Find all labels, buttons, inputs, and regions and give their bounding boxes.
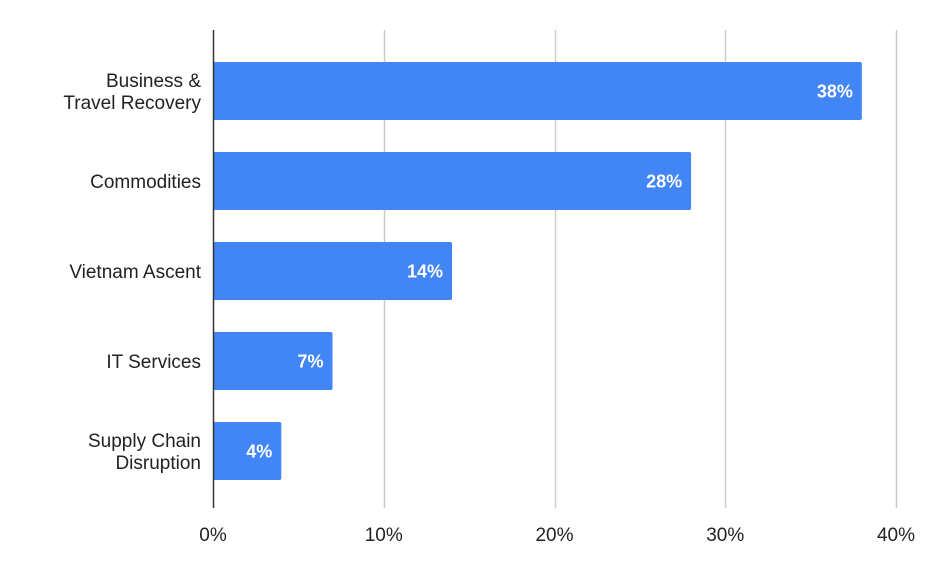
x-tick-label: 20% xyxy=(535,525,573,546)
data-label: 4% xyxy=(246,442,272,462)
bar xyxy=(213,332,333,390)
category-label-line: Vietnam Ascent xyxy=(69,262,201,283)
data-label: 28% xyxy=(646,172,682,192)
category-label: Commodities xyxy=(90,172,201,193)
x-tick-label: 40% xyxy=(877,525,915,546)
bar xyxy=(213,242,453,300)
category-label-line: IT Services xyxy=(106,352,201,373)
data-label: 38% xyxy=(817,82,853,102)
x-tick-label: 0% xyxy=(199,525,227,546)
category-label-line: Supply Chain xyxy=(88,431,201,452)
category-label-line: Commodities xyxy=(90,172,201,193)
category-label: Business & Travel Recovery xyxy=(63,71,201,114)
category-label: IT Services xyxy=(106,352,201,373)
category-label: Supply Chain Disruption xyxy=(88,431,201,474)
category-label-line: Disruption xyxy=(115,453,201,474)
bar xyxy=(213,62,862,120)
x-tick-label: 10% xyxy=(365,525,403,546)
data-label: 14% xyxy=(407,262,443,282)
bar xyxy=(213,152,692,210)
category-label-line: Business & xyxy=(106,71,201,92)
category-label-line: Travel Recovery xyxy=(63,93,201,114)
category-label: Vietnam Ascent xyxy=(69,262,201,283)
labels: 38% Business & Travel Recovery 28% Commoditi… xyxy=(63,71,915,546)
bar xyxy=(213,422,282,480)
x-tick-label: 30% xyxy=(706,525,744,546)
data-label: 7% xyxy=(298,352,324,372)
bars xyxy=(213,62,862,480)
